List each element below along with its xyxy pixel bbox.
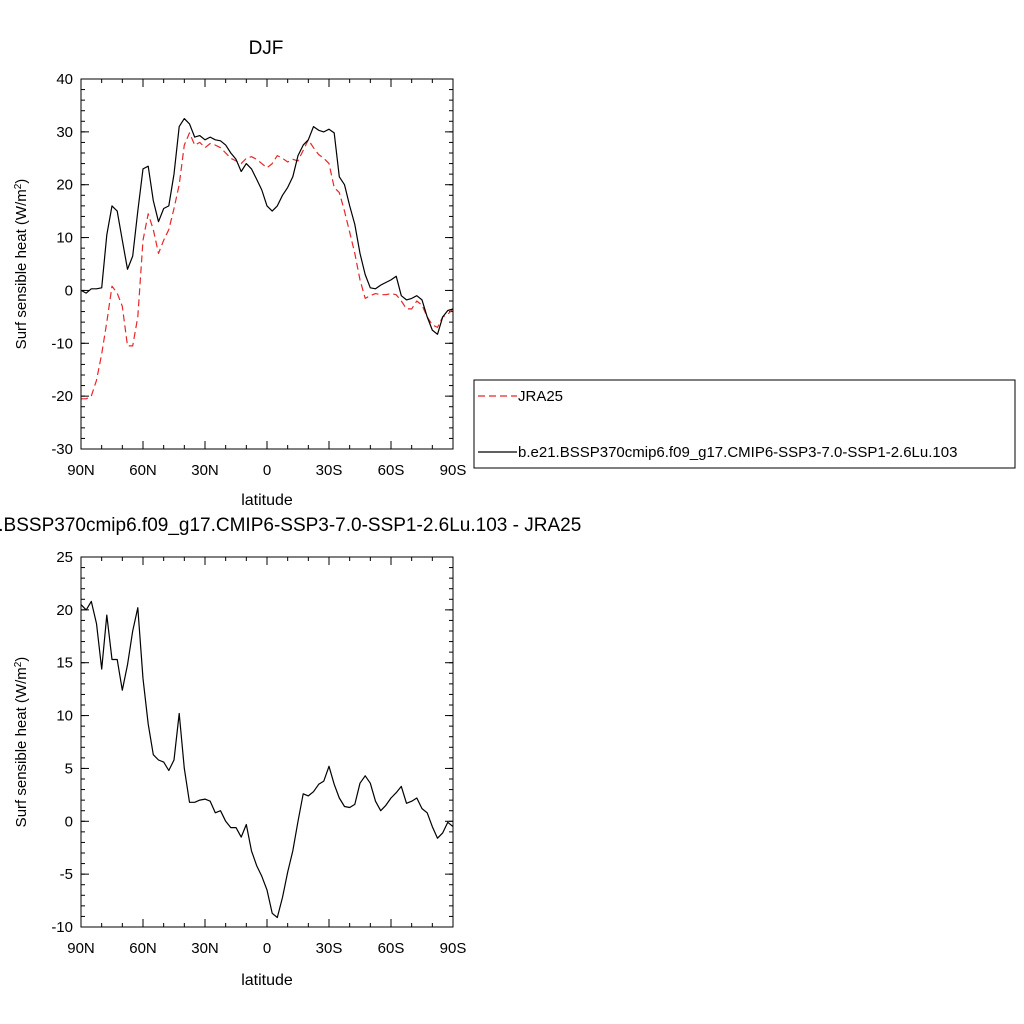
panel-bottom-ylabel-main: Surf sensible heat (W/m — [13, 667, 30, 827]
panel-top-ylabel-main: Surf sensible heat (W/m — [13, 189, 30, 349]
y-tick-label: 0 — [65, 813, 73, 830]
x-tick-label: 60S — [378, 462, 405, 479]
panel-top: DJF 90N 60N 30N 0 30S 60S 90S -30 -20 -10 0 10 20 30 4… — [13, 38, 467, 509]
y-tick-label: 15 — [56, 655, 73, 672]
x-tick-label: 90N — [67, 940, 95, 957]
panel-top-ylabel: Surf sensible heat (W/m2) — [13, 179, 31, 350]
x-tick-label: 30N — [191, 462, 219, 479]
legend-label-model: b.e21.BSSP370cmip6.f09_g17.CMIP6-SSP3-7.… — [518, 444, 957, 461]
y-tick-label: 25 — [56, 549, 73, 566]
x-tick-label: 60N — [129, 940, 157, 957]
y-tick-label: -30 — [51, 441, 73, 458]
panel-bottom-frame — [80, 556, 454, 928]
y-tick-label: 40 — [56, 71, 73, 88]
panel-top-plot-area: 90N 60N 30N 0 30S 60S 90S -30 -20 -10 0 10 20 30 40 — [51, 71, 466, 479]
series-line-model-top — [80, 117, 454, 335]
y-tick-label: 20 — [56, 602, 73, 619]
x-tick-label: 30N — [191, 940, 219, 957]
x-tick-label: 60N — [129, 462, 157, 479]
panel-bottom-xlabel: latitude — [241, 972, 293, 989]
panel-bottom-plot-area: 90N 60N 30N 0 30S 60S 90S -10 -5 0 5 10 15 20 25 — [51, 549, 466, 957]
y-tick-label: 0 — [65, 282, 73, 299]
panel-top-xlabel: latitude — [241, 492, 293, 509]
y-tick-label: -20 — [51, 388, 73, 405]
y-tick-label: 10 — [56, 230, 73, 247]
panel-top-frame — [80, 78, 454, 450]
series-line-jra25-top — [81, 132, 454, 400]
legend-label-jra25: JRA25 — [518, 388, 563, 405]
x-tick-label: 60S — [378, 940, 405, 957]
y-tick-label: -10 — [51, 919, 73, 936]
y-tick-label: 30 — [56, 124, 73, 141]
x-tick-label: 0 — [263, 462, 271, 479]
x-tick-label: 0 — [263, 940, 271, 957]
x-tick-label: 90S — [440, 940, 467, 957]
panel-top-title: DJF — [249, 38, 284, 59]
panel-bottom-ylabel: Surf sensible heat (W/m2) — [13, 657, 31, 828]
y-tick-label: 20 — [56, 177, 73, 194]
x-tick-label: 30S — [316, 940, 343, 957]
panel-bottom-ylabel-sup: 2 — [13, 661, 24, 667]
panel-bottom-ylabel-close: ) — [13, 657, 30, 662]
panel-bottom: b.e21.BSSP370cmip6.f09_g17.CMIP6-SSP3-7.… — [0, 515, 581, 989]
y-tick-label: -5 — [60, 866, 73, 883]
panel-top-ylabel-sup: 2 — [13, 183, 24, 189]
panel-top-ylabel-close: ) — [13, 179, 30, 184]
panel-bottom-title: b.e21.BSSP370cmip6.f09_g17.CMIP6-SSP3-7.… — [0, 515, 581, 536]
y-tick-label: -10 — [51, 335, 73, 352]
x-tick-label: 30S — [316, 462, 343, 479]
legend-box — [473, 379, 1016, 469]
x-tick-label: 90S — [440, 462, 467, 479]
y-tick-label: 5 — [65, 760, 73, 777]
legend: JRA25 b.e21.BSSP370cmip6.f09_g17.CMIP6-S… — [473, 379, 1016, 469]
y-tick-label: 10 — [56, 708, 73, 725]
series-line-model-bottom — [80, 600, 454, 919]
x-tick-label: 90N — [67, 462, 95, 479]
